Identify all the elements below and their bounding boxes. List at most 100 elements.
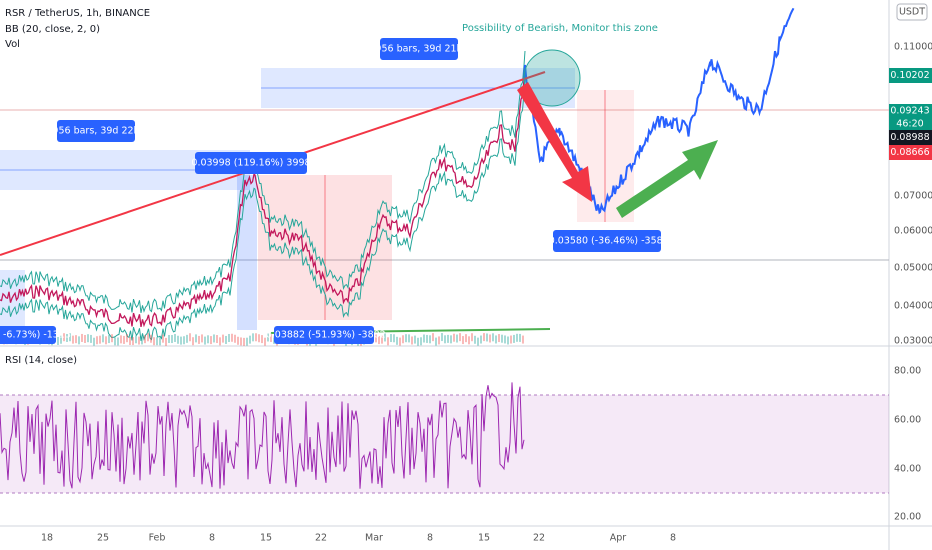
- price-tag: [889, 145, 932, 160]
- volume-bar: [159, 337, 161, 346]
- volume-bar: [231, 333, 233, 342]
- volume-bar: [402, 335, 404, 344]
- volume-bar: [468, 336, 470, 345]
- bb-lower: [0, 78, 526, 341]
- volume-bar: [117, 337, 119, 346]
- time-axis-label: Feb: [149, 533, 166, 544]
- volume-bar: [222, 334, 224, 343]
- zone-circle: [523, 49, 581, 107]
- volume-bar: [267, 333, 269, 342]
- price-candles: [0, 64, 526, 328]
- tag-box: [0, 326, 56, 344]
- volume-bar: [144, 335, 146, 344]
- price-tag: [889, 130, 932, 145]
- rise-zone: [237, 175, 257, 330]
- volume-bar: [414, 335, 416, 344]
- volume-bar: [177, 335, 179, 344]
- volume-bar: [165, 337, 167, 346]
- volume-bar: [420, 337, 422, 346]
- volume-bar: [111, 334, 113, 343]
- bb-upper: [0, 50, 526, 313]
- volume-bar: [465, 334, 467, 343]
- range-label: 956 bars, 39d 22h: [52, 126, 139, 137]
- volume-bar: [153, 337, 155, 346]
- volume-bar: [432, 333, 434, 342]
- volume-bar: [435, 337, 437, 346]
- volume-bar: [87, 334, 89, 343]
- volume-bar: [453, 333, 455, 342]
- volume-bar: [219, 337, 221, 346]
- volume-bar: [423, 334, 425, 343]
- rsi-axis-label: 20.00: [894, 512, 921, 523]
- drop-label: -6.73%) -1313: [3, 330, 71, 341]
- volume-bar: [399, 337, 401, 346]
- volume-bar: [108, 335, 110, 344]
- volume-bar: [213, 334, 215, 343]
- volume-bar: [156, 337, 158, 346]
- tag-box: [553, 230, 661, 252]
- volume-bar: [84, 335, 86, 344]
- volume-bar: [96, 336, 98, 345]
- volume-bar: [99, 335, 101, 344]
- volume-bar: [201, 334, 203, 343]
- rsi-title: RSI (14, close): [5, 355, 77, 366]
- price-tag: [889, 68, 932, 83]
- volume-bar: [126, 334, 128, 343]
- volume-bar: [261, 335, 263, 344]
- price-axis-label: 0.11000: [894, 42, 932, 53]
- volume-bar: [411, 336, 413, 345]
- volume-bar: [120, 335, 122, 344]
- volume-bar: [384, 333, 386, 342]
- volume-bar: [141, 336, 143, 345]
- volume-bar: [237, 336, 239, 345]
- tag-box: [380, 38, 458, 60]
- volume-bar: [264, 337, 266, 346]
- volume-bar: [456, 334, 458, 343]
- volume-bar: [60, 335, 62, 344]
- volume-bar: [396, 336, 398, 345]
- volume-bar: [228, 333, 230, 342]
- rsi-axis-label: 80.00: [894, 366, 921, 377]
- price-tag-text: 0.09243: [890, 106, 929, 117]
- volume-bar: [483, 333, 485, 342]
- volume-bar: [252, 333, 254, 342]
- time-axis-label: 8: [209, 533, 215, 544]
- volume-bar: [390, 334, 392, 343]
- volume-bar: [462, 336, 464, 345]
- volume-bar: [387, 337, 389, 346]
- tag-box: [274, 326, 374, 344]
- volume-bar: [480, 335, 482, 344]
- volume-bar: [258, 334, 260, 343]
- rsi-line: [0, 382, 525, 489]
- volume-bar: [216, 335, 218, 344]
- volume-bar: [78, 336, 80, 345]
- volume-label: Vol: [5, 39, 20, 50]
- volume-bar: [198, 335, 200, 344]
- volume-bar: [72, 335, 74, 344]
- time-axis-label: 25: [97, 533, 109, 544]
- bullish-arrow: [616, 140, 718, 218]
- currency-box[interactable]: [896, 3, 928, 21]
- time-axis-label: 8: [427, 533, 433, 544]
- price-axis-label: 0.05000: [894, 263, 932, 274]
- volume-bar: [192, 337, 194, 346]
- tag-box: [195, 152, 307, 174]
- price-axis-label: 0.03000: [894, 336, 932, 347]
- volume-bar: [471, 333, 473, 342]
- volume-bar: [81, 333, 83, 342]
- volume-bar: [393, 334, 395, 343]
- volume-bar: [234, 334, 236, 343]
- time-axis-label: Mar: [365, 533, 383, 544]
- currency[interactable]: USDT: [899, 7, 925, 18]
- volume-bar: [498, 334, 500, 343]
- volume-bar: [135, 335, 137, 344]
- volume-bar: [519, 333, 521, 342]
- volume-bar: [495, 335, 497, 344]
- volume-bar: [441, 333, 443, 342]
- volume-bar: [180, 336, 182, 345]
- time-axis-label: 22: [315, 533, 327, 544]
- price-tag-text: 0.08988: [890, 132, 929, 143]
- volume-bar: [57, 336, 59, 345]
- bearish-arrow: [517, 82, 592, 202]
- volume-bar: [501, 334, 503, 343]
